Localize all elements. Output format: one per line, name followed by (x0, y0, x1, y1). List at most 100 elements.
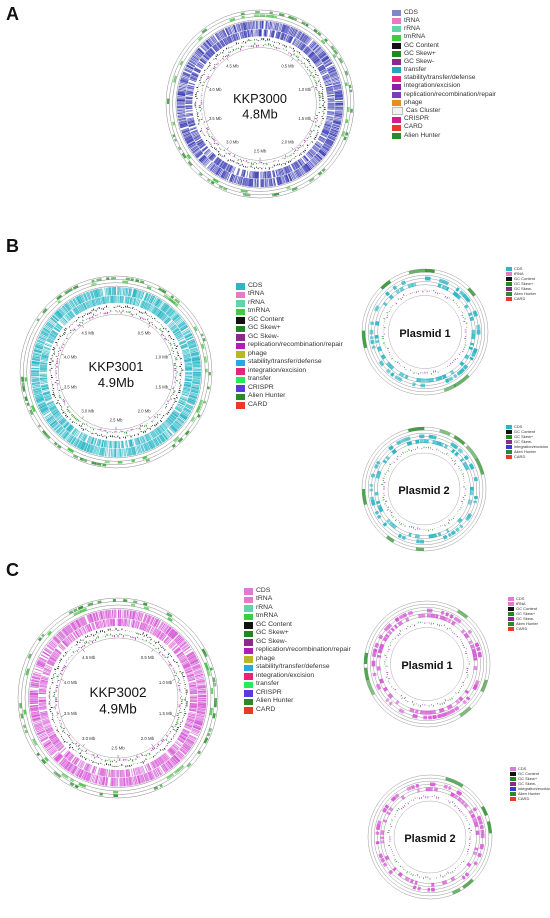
gc-skew-track (54, 309, 179, 434)
track-circle (175, 19, 345, 189)
legend-swatch (244, 690, 253, 697)
legend-item: GC Skew+ (506, 281, 536, 286)
panel-c-legend: CDS tRNA rRNA tmRNA GC Content GC Skew+ GC Ske… (244, 587, 351, 715)
legend-label: GC Skew+ (248, 324, 281, 332)
cds-reverse-track (374, 439, 474, 539)
legend-swatch (508, 606, 514, 611)
tick-label: 1.5 Mb (155, 384, 168, 389)
cds-reverse-track (380, 787, 480, 887)
legend-swatch (506, 271, 512, 276)
gc-content-track (49, 305, 184, 439)
tick-label: 4.0 Mb (209, 87, 222, 92)
tick-label: 2.0 Mb (141, 736, 155, 741)
legend-swatch (506, 444, 512, 449)
legend-swatch (236, 342, 245, 349)
legend-item: GC Skew+ (510, 776, 550, 781)
legend-item: GC Content (506, 429, 548, 434)
panel-a-legend: CDS tRNA rRNA tmRNA GC Content GC Skew+ GC Ske… (392, 9, 496, 140)
legend-swatch (508, 601, 514, 606)
kkp3002-genome-map: 0.5 Mb 1.0 Mb 1.5 Mb 2.0 Mb 2.5 Mb 3.0 Mb 3.5 … (17, 597, 219, 799)
legend-label: CDS (514, 423, 523, 429)
alien-hunter-track (166, 10, 353, 197)
legend-item: Alien Hunter (506, 449, 548, 454)
legend-label: stability/transfer/defense (404, 74, 476, 82)
legend-label: GC Content (248, 315, 284, 323)
legend-label: integration/excision (256, 671, 315, 679)
legend-swatch (244, 596, 253, 603)
legend-swatch (506, 429, 512, 434)
track-circle (19, 275, 213, 469)
tick-label: 1.0 Mb (159, 680, 173, 685)
legend-label: transfer (248, 375, 272, 383)
kkp3002-plasmid-2-map: Plasmid 2 (367, 774, 493, 900)
panel-b-label: B (6, 236, 19, 256)
legend-label: CDS (248, 281, 263, 289)
legend-label: GC Skew+ (514, 433, 534, 439)
kkp3002-plasmid-1-legend: CDS tRNA GC Content GC Skew+ GC Skew- Alien H… (508, 596, 538, 631)
cds-reverse-track (374, 282, 476, 383)
legend-item: Alien Hunter (506, 291, 536, 296)
legend-label: GC Skew+ (516, 610, 536, 616)
legend-item: CDS (510, 766, 550, 771)
rna-track (23, 603, 214, 794)
legend-item: CRISPR (392, 115, 496, 123)
tick-label: 2.5 Mb (254, 149, 267, 154)
legend-label: GC Skew+ (514, 280, 534, 286)
legend-swatch (236, 325, 245, 332)
legend-swatch (244, 588, 253, 595)
legend-item: CDS (508, 596, 538, 601)
legend-label: rRNA (248, 298, 265, 306)
legend-swatch (508, 616, 514, 621)
tick-label: 3.5 Mb (209, 116, 222, 121)
alien-hunter-track (364, 609, 488, 718)
alien-hunter-track (362, 269, 476, 392)
genome-name: KKP3001 (89, 359, 144, 374)
kkp3002-plasmid-1-map: Plasmid 1 (363, 600, 491, 728)
legend-item: stability/transfer/defense (244, 664, 351, 673)
inner-ring (387, 452, 461, 526)
legend-label: integration/excision (518, 785, 550, 791)
legend-label: CDS (518, 765, 527, 771)
legend-swatch (392, 91, 401, 98)
legend-item: Alien Hunter (244, 698, 351, 707)
legend-swatch (236, 402, 245, 409)
tick-label: 2.5 Mb (110, 418, 123, 423)
legend-label: CDS (256, 586, 271, 594)
cds-reverse-track (185, 29, 335, 179)
legend-label: transfer (256, 680, 280, 688)
legend-swatch (392, 51, 401, 58)
tick-label: 4.5 Mb (226, 63, 239, 68)
legend-item: CDS (392, 9, 496, 17)
legend-item: Alien Hunter (508, 621, 538, 626)
legend-swatch (506, 276, 512, 281)
legend-item: tRNA (506, 271, 536, 276)
legend-label: tRNA (516, 600, 526, 606)
legend-item: integration/excision (506, 444, 548, 449)
legend-label: rRNA (256, 603, 273, 611)
legend-label: GC Content (516, 605, 538, 611)
legend-label: phage (248, 349, 267, 357)
legend-label: CARD (248, 400, 268, 408)
legend-swatch (392, 100, 401, 107)
legend-label: GC Content (514, 428, 536, 434)
legend-label: tRNA (514, 270, 524, 276)
legend-item: GC Skew+ (508, 611, 538, 616)
tick-label: 3.0 Mb (81, 408, 94, 413)
legend-swatch (244, 673, 253, 680)
plasmid-name: Plasmid 2 (398, 485, 449, 497)
gc-skew-track (387, 795, 473, 880)
legend-label: Cas Cluster (406, 107, 441, 115)
legend-item: GC Content (510, 771, 550, 776)
track-circle (374, 439, 474, 539)
legend-swatch (236, 393, 245, 400)
genome-name: KKP3000 (233, 91, 287, 106)
tick-label: 4.0 Mb (64, 680, 78, 685)
plasmid-name: Plasmid 1 (401, 660, 452, 672)
legend-swatch (506, 424, 512, 429)
legend-item: CRISPR (244, 689, 351, 698)
legend-item: transfer (236, 376, 343, 385)
kkp3001-plasmid-1-legend: CDS tRNA GC Content GC Skew+ GC Skew- Alien H… (506, 266, 536, 301)
rna-track (24, 280, 208, 464)
track-circle (370, 607, 484, 721)
legend-swatch (236, 351, 245, 358)
